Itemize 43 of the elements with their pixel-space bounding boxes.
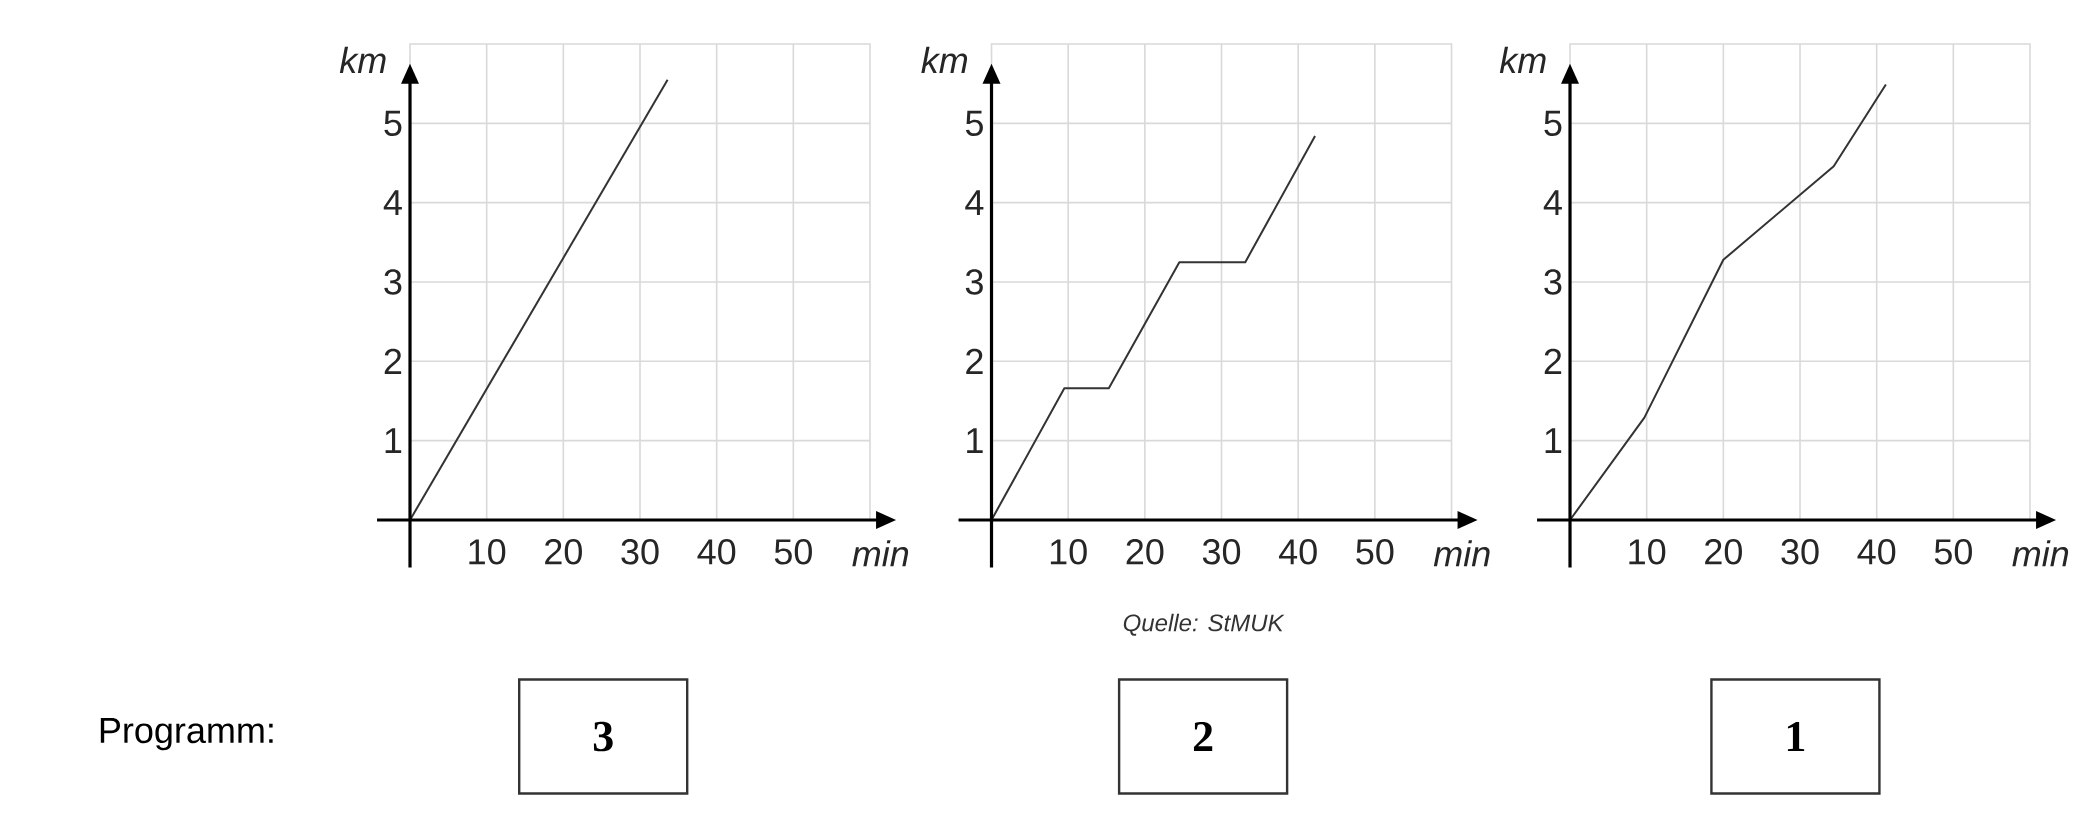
- x-tick-label: 30: [1781, 539, 1819, 565]
- x-tick-label: 10: [1050, 539, 1087, 565]
- x-tick-label: 20: [1705, 539, 1742, 565]
- x-axis-title: min: [2012, 540, 2069, 567]
- y-tick-label: 4: [1543, 190, 1562, 216]
- text: 3: [593, 721, 613, 752]
- y-tick-label: 1: [385, 428, 402, 454]
- y-tick-label: 2: [966, 348, 983, 374]
- x-axis-title: min: [1433, 540, 1490, 567]
- x-tick-label: 20: [1126, 539, 1164, 565]
- x-tick-label: 50: [1356, 539, 1394, 565]
- x-axis-title: min: [852, 540, 909, 567]
- y-axis-title: km: [339, 46, 386, 73]
- y-tick-label: 2: [1544, 348, 1562, 374]
- y-tick-label: 3: [384, 269, 402, 295]
- x-tick-label: 10: [469, 539, 506, 565]
- y-tick-label: 4: [383, 190, 402, 216]
- x-tick-label: 20: [545, 539, 582, 565]
- text: Programm:: [100, 718, 273, 751]
- y-axis-title: km: [921, 46, 968, 73]
- line-series: [1569, 83, 1887, 521]
- y-tick-label: 4: [965, 190, 984, 216]
- x-tick-label: 10: [1629, 539, 1666, 565]
- y-tick-label: 2: [384, 348, 402, 374]
- y-tick-label: 5: [1544, 110, 1562, 136]
- text: 1: [1787, 722, 1805, 752]
- y-axis-title: km: [1499, 46, 1546, 73]
- y-tick-label: 3: [1544, 269, 1562, 295]
- y-tick-label: 5: [965, 110, 983, 136]
- y-tick-label: 1: [1545, 428, 1562, 454]
- y-tick-label: 1: [967, 428, 983, 454]
- x-tick-label: 40: [1278, 539, 1317, 565]
- text: 2: [1193, 721, 1213, 752]
- x-tick-label: 40: [697, 539, 736, 565]
- x-tick-label: 30: [1202, 539, 1241, 565]
- x-tick-label: 40: [1857, 539, 1896, 565]
- y-tick-label: 3: [965, 269, 983, 295]
- y-tick-label: 5: [384, 110, 402, 136]
- line-series: [990, 135, 1317, 521]
- x-tick-label: 30: [621, 539, 659, 565]
- x-tick-label: 50: [774, 539, 812, 565]
- x-tick-label: 50: [1934, 539, 1972, 565]
- source-note: Quelle: StMUK: [1123, 613, 1285, 636]
